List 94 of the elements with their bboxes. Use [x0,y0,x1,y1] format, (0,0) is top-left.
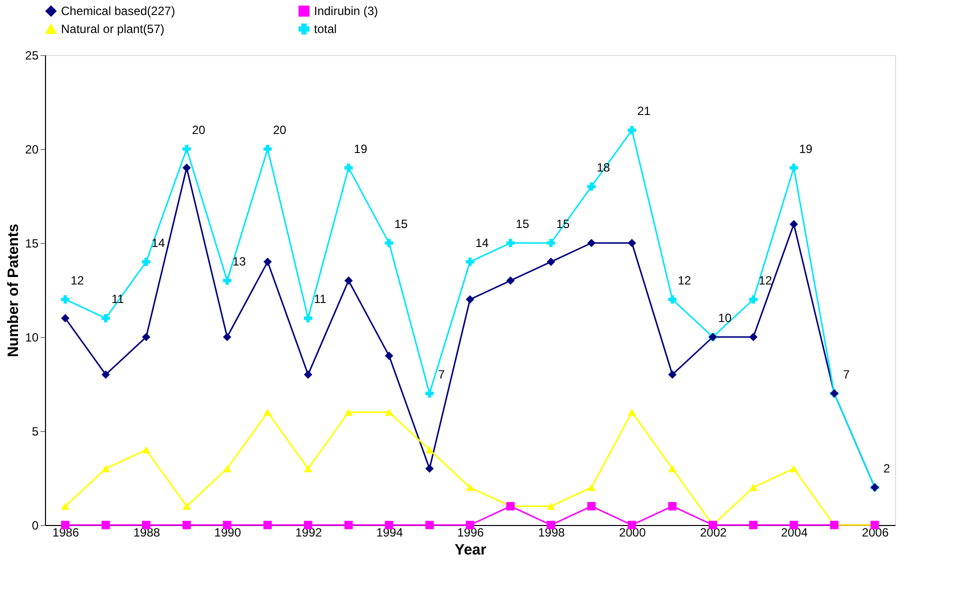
point [628,126,636,134]
point [628,408,636,416]
point [749,332,758,342]
point [61,314,70,322]
point [506,276,515,285]
x-axis-title: Year [454,542,487,558]
point [182,502,191,510]
x-tick-label: 1998 [538,526,566,540]
point [182,520,191,530]
point [668,370,677,379]
data-label: 19 [799,142,813,156]
point [790,464,798,472]
point [587,182,596,191]
point [142,258,150,266]
data-label: 20 [192,123,206,137]
x-tick-label: 2006 [862,526,889,540]
data-label: 10 [718,311,732,325]
x-tick-label: 1986 [52,526,80,540]
point [344,276,353,285]
data-label: 21 [637,104,651,118]
point [425,520,434,530]
point [425,464,434,473]
data-label: 12 [70,273,84,288]
point [344,164,353,172]
data-label: 20 [272,123,287,137]
data-label: 12 [678,273,692,288]
x-tick-label: 2004 [780,526,808,540]
point [466,258,474,266]
point [668,464,677,472]
data-label: 12 [758,273,772,288]
point [182,144,191,154]
data-label: 7 [842,367,850,382]
point [384,408,394,416]
point [102,464,110,472]
data-label: 7 [438,367,446,382]
data-label: 11 [314,292,327,306]
point [263,520,272,530]
legend-label: Natural or plant(57) [61,22,164,36]
point [668,502,677,510]
point [263,258,272,266]
legend-label: total [314,22,337,36]
y-tick-label: 10 [25,330,39,344]
point [182,164,191,172]
point [344,520,353,530]
point [749,520,758,530]
point [466,295,474,304]
x-tick-label: 2002 [700,526,728,540]
point [587,484,596,492]
point [668,295,677,304]
data-label: 2 [883,461,890,476]
x-tick-label: 1988 [133,526,160,540]
point [304,464,312,472]
legend-label: Chemical based(227) [61,4,176,18]
point [142,332,150,342]
y-axis-title: Number of Patents [5,224,22,358]
data-label: 19 [354,142,368,156]
point [546,258,556,266]
point [102,314,110,322]
point [749,484,758,492]
legend-label: Indirubin (3) [314,4,378,18]
data-label: 14 [475,236,489,250]
point [587,238,596,248]
x-tick-label: 2000 [619,526,646,540]
y-tick-label: 15 [25,236,39,250]
point [749,295,758,304]
point [263,144,272,154]
point [546,502,556,510]
point [304,314,312,322]
y-tick-label: 5 [32,424,39,438]
point [425,446,434,454]
point [222,332,232,342]
point [466,484,474,492]
point [263,408,272,416]
data-label: 15 [516,217,530,231]
point [790,164,798,172]
point [222,276,232,285]
point [102,520,110,530]
point [790,220,798,228]
point [102,370,110,379]
y-tick-label: 25 [25,48,39,62]
data-label: 15 [394,217,408,231]
point [628,238,636,248]
data-label: 13 [232,254,246,269]
point [384,352,394,360]
point [304,370,312,379]
point [344,408,353,416]
y-tick-label: 0 [32,518,39,532]
point [61,502,70,510]
y-tick-label: 20 [25,142,39,156]
point [587,502,596,510]
point [222,464,232,472]
point [142,446,150,454]
point [425,389,434,398]
point [61,295,70,304]
